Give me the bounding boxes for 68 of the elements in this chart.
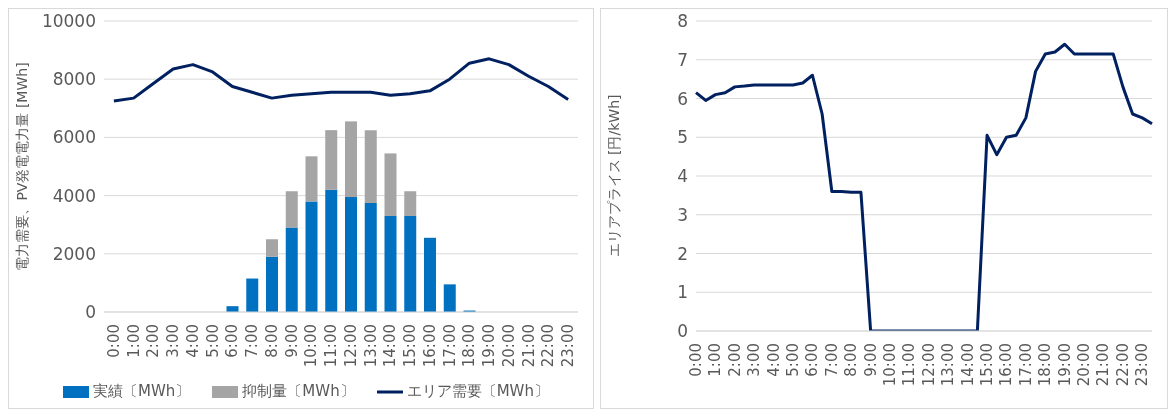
x-tick-label: 17:00	[440, 324, 459, 368]
x-tick-label: 20:00	[1075, 343, 1094, 387]
x-tick-label: 1:00	[706, 343, 725, 377]
x-tick-label: 15:00	[978, 343, 997, 387]
x-tick-label: 12:00	[341, 324, 360, 368]
y-tick-label: 0	[85, 302, 96, 323]
y-tick-label: 1	[677, 282, 688, 303]
y-tick-label: 2000	[52, 243, 96, 264]
x-tick-label: 7:00	[822, 343, 841, 377]
y-tick-label: 0	[677, 321, 688, 342]
x-tick-label: 0:00	[687, 343, 705, 377]
y-tick-label: 3	[677, 204, 688, 225]
x-tick-label: 2:00	[144, 324, 163, 358]
legend-label: 抑制量〔MWh〕	[242, 382, 355, 401]
y-tick-label: 2	[677, 243, 688, 264]
y-axis-title: エリアプライス [円/kWh]	[605, 94, 622, 258]
x-tick-label: 8:00	[262, 324, 281, 358]
x-tick-label: 11:00	[900, 343, 919, 387]
y-tick-label: 10000	[41, 11, 96, 32]
y-tick-label: 6	[677, 88, 688, 109]
x-tick-label: 8:00	[842, 343, 861, 377]
legend-label: エリア需要〔MWh〕	[406, 382, 549, 401]
x-tick-label: 12:00	[919, 343, 938, 387]
x-tick-label: 14:00	[958, 343, 977, 387]
x-tick-label: 9:00	[861, 343, 880, 377]
x-tick-label: 3:00	[745, 343, 764, 377]
x-tick-label: 20:00	[499, 324, 518, 368]
x-tick-label: 5:00	[203, 324, 222, 358]
x-tick-label: 4:00	[183, 324, 202, 358]
x-tick-label: 21:00	[1094, 343, 1113, 387]
y-tick-label: 5	[677, 127, 688, 148]
x-tick-label: 1:00	[124, 324, 143, 358]
x-tick-label: 9:00	[282, 324, 301, 358]
x-tick-label: 5:00	[784, 343, 803, 377]
x-tick-label: 23:00	[1133, 343, 1152, 387]
x-tick-label: 19:00	[1055, 343, 1074, 387]
x-tick-label: 13:00	[361, 324, 380, 368]
x-tick-label: 22:00	[539, 324, 558, 368]
x-tick-label: 14:00	[381, 324, 400, 368]
x-tick-label: 15:00	[401, 324, 420, 368]
y-tick-label: 4000	[52, 185, 96, 206]
x-tick-label: 17:00	[1016, 343, 1035, 387]
x-tick-label: 0:00	[104, 324, 123, 358]
x-tick-label: 10:00	[881, 343, 900, 387]
x-tick-label: 6:00	[803, 343, 822, 377]
x-tick-label: 22:00	[1113, 343, 1132, 387]
x-tick-label: 10:00	[302, 324, 321, 368]
x-tick-label: 23:00	[559, 324, 578, 368]
x-tick-label: 16:00	[420, 324, 439, 368]
y-tick-label: 8	[677, 11, 688, 32]
x-tick-label: 19:00	[480, 324, 499, 368]
x-tick-label: 6:00	[223, 324, 242, 358]
x-tick-label: 18:00	[1036, 343, 1055, 387]
x-tick-label: 2:00	[725, 343, 744, 377]
x-tick-label: 7:00	[243, 324, 262, 358]
x-tick-label: 21:00	[519, 324, 538, 368]
x-tick-label: 16:00	[997, 343, 1016, 387]
x-tick-label: 3:00	[164, 324, 183, 358]
x-tick-label: 13:00	[939, 343, 958, 387]
y-tick-label: 6000	[52, 127, 96, 148]
y-tick-label: 4	[677, 166, 688, 187]
y-axis-title: 電力需要、PV発電電力量 [MWh]	[13, 62, 30, 271]
y-tick-label: 7	[677, 49, 688, 70]
x-tick-label: 4:00	[764, 343, 783, 377]
legend-label: 実績〔MWh〕	[93, 382, 191, 401]
y-tick-label: 8000	[52, 69, 96, 90]
x-tick-label: 18:00	[460, 324, 479, 368]
x-tick-label: 11:00	[322, 324, 341, 368]
